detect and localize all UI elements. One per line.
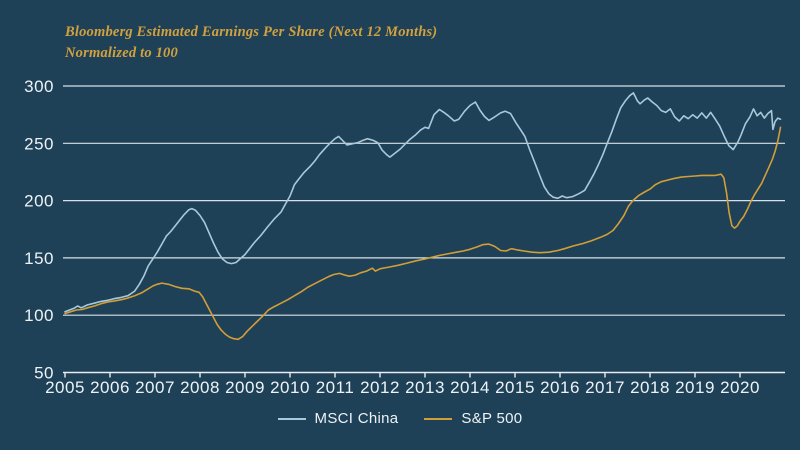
- x-axis-label: 2017: [585, 378, 625, 397]
- legend-item-msci-china: MSCI China: [277, 410, 399, 427]
- chart-legend: MSCI China S&P 500: [0, 410, 800, 427]
- x-axis-label: 2016: [540, 378, 580, 397]
- x-axis-label: 2018: [630, 378, 670, 397]
- y-axis-label: 100: [24, 306, 54, 325]
- sp500-line-swatch: [424, 417, 453, 420]
- legend-label-sp500: S&P 500: [461, 410, 523, 427]
- legend-label-msci-china: MSCI China: [314, 410, 399, 427]
- series-line-s-p-500: [64, 126, 782, 341]
- x-axis-label: 2015: [495, 378, 535, 397]
- x-axis-label: 2012: [360, 378, 400, 397]
- x-axis-label: 2008: [180, 378, 220, 397]
- y-axis-label: 200: [24, 192, 54, 211]
- series-line-msci-china: [64, 92, 782, 313]
- y-axis-label: 300: [24, 77, 54, 96]
- x-axis-label: 2014: [450, 378, 490, 397]
- x-axis-label: 2005: [45, 378, 85, 397]
- x-axis-label: 2009: [225, 378, 265, 397]
- legend-item-sp500: S&P 500: [424, 410, 522, 427]
- y-axis-label: 250: [24, 134, 54, 153]
- x-axis-label: 2006: [90, 378, 130, 397]
- msci-china-line-swatch: [277, 417, 306, 420]
- x-axis-label: 2019: [675, 378, 715, 397]
- x-axis-label: 2013: [405, 378, 445, 397]
- y-axis-label: 150: [24, 249, 54, 268]
- x-axis-label: 2007: [135, 378, 175, 397]
- x-axis-label: 2010: [270, 378, 310, 397]
- y-axis-label: 50: [34, 364, 54, 383]
- x-axis-label: 2011: [316, 378, 355, 397]
- x-axis-label: 2020: [720, 378, 760, 397]
